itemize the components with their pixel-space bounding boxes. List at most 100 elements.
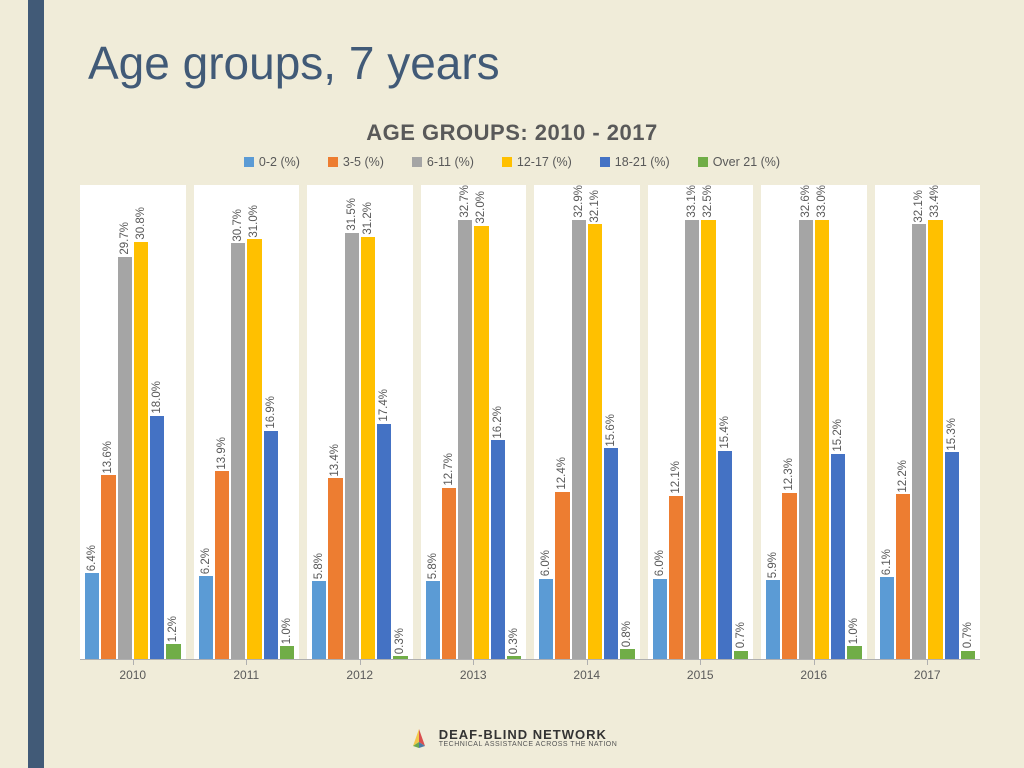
- bar-fill: [847, 646, 861, 660]
- bar: 1.2%: [166, 185, 180, 660]
- bar-value-label: 16.2%: [492, 406, 504, 439]
- bar-fill: [815, 220, 829, 660]
- bar: 0.7%: [961, 185, 975, 660]
- bar-value-label: 12.1%: [670, 461, 682, 494]
- bar-fill: [896, 494, 910, 660]
- bar-fill: [555, 492, 569, 660]
- bar-value-label: 15.4%: [719, 416, 731, 449]
- bar-value-label: 12.4%: [556, 457, 568, 490]
- bar-fill: [572, 220, 586, 660]
- legend-item: 3-5 (%): [328, 155, 384, 169]
- bar: 15.4%: [718, 185, 732, 660]
- bar-value-label: 13.6%: [102, 441, 114, 474]
- bar-value-label: 5.8%: [313, 553, 325, 579]
- bar-fill: [247, 239, 261, 660]
- legend-item: 12-17 (%): [502, 155, 572, 169]
- bar: 29.7%: [118, 185, 132, 660]
- bar-value-label: 0.7%: [962, 622, 974, 648]
- bar-fill: [588, 224, 602, 660]
- bar-value-label: 1.0%: [281, 618, 293, 644]
- bar-value-label: 32.5%: [702, 185, 714, 218]
- x-axis-tick: 2016: [761, 660, 867, 682]
- bar-fill: [880, 577, 894, 660]
- legend-label: 6-11 (%): [427, 155, 474, 169]
- bar: 6.4%: [85, 185, 99, 660]
- bar: 16.9%: [264, 185, 278, 660]
- bar-fill: [215, 471, 229, 660]
- legend-label: 3-5 (%): [343, 155, 384, 169]
- year-column: 6.2%13.9%30.7%31.0%16.9%1.0%: [194, 185, 300, 660]
- bar: 33.0%: [815, 185, 829, 660]
- bar-fill: [782, 493, 796, 660]
- bar-fill: [426, 581, 440, 660]
- bar-fill: [101, 475, 115, 660]
- footer-logo: DEAF-BLIND NETWORK TECHNICAL ASSISTANCE …: [0, 726, 1024, 750]
- bar-value-label: 32.0%: [475, 191, 487, 224]
- bar-value-label: 1.0%: [848, 618, 860, 644]
- bar: 33.4%: [928, 185, 942, 660]
- bar: 13.9%: [215, 185, 229, 660]
- year-column: 5.8%13.4%31.5%31.2%17.4%0.3%: [307, 185, 413, 660]
- bar: 32.1%: [588, 185, 602, 660]
- bar-fill: [701, 220, 715, 660]
- bar: 0.8%: [620, 185, 634, 660]
- bar-value-label: 31.5%: [346, 198, 358, 231]
- legend-label: 18-21 (%): [615, 155, 670, 169]
- x-axis-tick: 2017: [875, 660, 981, 682]
- bar: 16.2%: [491, 185, 505, 660]
- bar-fill: [264, 431, 278, 660]
- x-axis-tick: 2015: [648, 660, 754, 682]
- chart-title: AGE GROUPS: 2010 - 2017: [0, 120, 1024, 146]
- year-column: 6.1%12.2%32.1%33.4%15.3%0.7%: [875, 185, 981, 660]
- legend-swatch: [502, 157, 512, 167]
- bar: 31.2%: [361, 185, 375, 660]
- legend-item: Over 21 (%): [698, 155, 780, 169]
- bar: 32.7%: [458, 185, 472, 660]
- year-column: 6.4% 13.6% 29.7%30.8%18.0%1.2%: [80, 185, 186, 660]
- x-axis-tick: 2013: [421, 660, 527, 682]
- bar: 15.6%: [604, 185, 618, 660]
- bar-value-label: 6.4%: [86, 545, 98, 571]
- bar-fill: [134, 242, 148, 660]
- bar: 32.1%: [912, 185, 926, 660]
- bar-fill: [945, 452, 959, 660]
- bar-value-label: 5.9%: [767, 552, 779, 578]
- bar-value-label: 33.1%: [686, 185, 698, 218]
- bar: 15.3%: [945, 185, 959, 660]
- logo-icon: [407, 726, 431, 750]
- x-axis-tick: 2010: [80, 660, 186, 682]
- bar-value-label: 0.7%: [735, 622, 747, 648]
- bar: 12.4%: [555, 185, 569, 660]
- x-axis-tick: 2014: [534, 660, 640, 682]
- bar-value-label: 0.8%: [621, 621, 633, 647]
- bar-value-label: 30.7%: [232, 209, 244, 242]
- bar: 30.8%: [134, 185, 148, 660]
- bar: 0.3%: [507, 185, 521, 660]
- bar-fill: [328, 478, 342, 660]
- bar-value-label: 32.1%: [913, 190, 925, 223]
- bar-fill: [361, 237, 375, 660]
- legend-label: Over 21 (%): [713, 155, 780, 169]
- bar-value-label: 0.3%: [394, 628, 406, 654]
- bar: 31.0%: [247, 185, 261, 660]
- chart-area: 6.4% 13.6% 29.7%30.8%18.0%1.2% 6.2%13.9%30.…: [80, 185, 980, 660]
- bar-value-label: 33.4%: [929, 185, 941, 218]
- legend-swatch: [244, 157, 254, 167]
- logo-main-text: DEAF-BLIND NETWORK: [439, 728, 618, 741]
- year-column: 6.0%12.4%32.9%32.1%15.6%0.8%: [534, 185, 640, 660]
- bar: 32.9%: [572, 185, 586, 660]
- bar: 12.1%: [669, 185, 683, 660]
- bar-value-label: 6.0%: [654, 550, 666, 576]
- bar: 32.0%: [474, 185, 488, 660]
- bar-fill: [377, 424, 391, 660]
- logo-sub-text: TECHNICAL ASSISTANCE ACROSS THE NATION: [439, 741, 618, 748]
- bar: 5.8%: [426, 185, 440, 660]
- accent-bar: [28, 0, 44, 768]
- bar-value-label: 32.7%: [459, 185, 471, 218]
- page-title: Age groups, 7 years: [88, 36, 500, 90]
- bar-value-label: 18.0%: [151, 381, 163, 414]
- bar-value-label: 12.3%: [783, 458, 795, 491]
- bar: 6.1%: [880, 185, 894, 660]
- bar-fill: [345, 233, 359, 661]
- bar-value-label: 17.4%: [378, 389, 390, 422]
